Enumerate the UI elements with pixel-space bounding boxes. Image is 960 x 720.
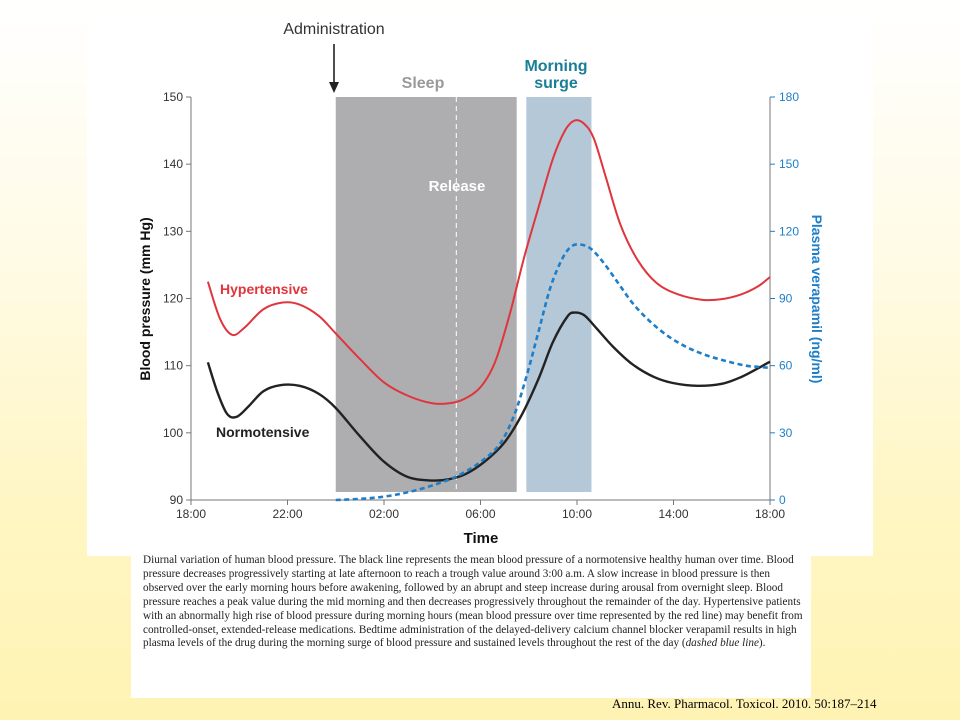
- citation: Annu. Rev. Pharmacol. Toxicol. 2010. 50:…: [612, 696, 877, 711]
- y-tick-label: 110: [164, 359, 183, 373]
- sleep-label: Sleep: [402, 75, 445, 92]
- x-tick-label: 14:00: [658, 507, 688, 521]
- x-tick-label: 10:00: [562, 507, 592, 521]
- normotensive-line: [206, 311, 771, 482]
- ticks-layer: 90 100 110 120 130 140 150 0 30 60 90 120 150 180 18:0…: [163, 90, 799, 521]
- y2-tick-label: 120: [779, 224, 799, 238]
- morning-surge-label-line1: Morning: [524, 58, 587, 75]
- y-tick-label: 140: [163, 157, 183, 171]
- administration-label: Administration: [283, 21, 384, 38]
- morning-surge-label-line2: surge: [534, 75, 578, 92]
- y-tick-label: 130: [163, 224, 183, 238]
- administration-arrowhead: [329, 82, 339, 93]
- y-tick-label: 120: [163, 292, 183, 306]
- figure-panel: 90 100 110 120 130 140 150 0 30 60 90 120 150 180 18:0…: [87, 10, 873, 556]
- y-tick-label: 90: [170, 493, 184, 507]
- x-tick-label: 18:00: [755, 507, 785, 521]
- y2-tick-label: 150: [779, 157, 799, 171]
- x-tick-label: 22:00: [272, 507, 302, 521]
- y2-tick-label: 0: [779, 493, 786, 507]
- hypertensive-series-label: Hypertensive: [220, 281, 308, 297]
- y2-tick-label: 90: [779, 292, 793, 306]
- figure-caption: Diurnal variation of human blood pressur…: [131, 554, 811, 698]
- series-layer: [206, 119, 771, 502]
- y-axis-title: Blood pressure (mm Hg): [137, 217, 153, 380]
- y2-axis-title: Plasma verapamil (ng/ml): [809, 215, 825, 384]
- caption-emphasis: dashed blue line: [685, 637, 759, 650]
- y2-tick-label: 60: [779, 359, 793, 373]
- caption-text: Diurnal variation of human blood pressur…: [143, 554, 803, 650]
- chart: 90 100 110 120 130 140 150 0 30 60 90 120 150 180 18:0…: [137, 21, 825, 547]
- x-tick-label: 06:00: [465, 507, 495, 521]
- morning-surge-band: [526, 97, 592, 492]
- y-tick-label: 100: [163, 426, 183, 440]
- normotensive-series-label: Normotensive: [216, 424, 310, 440]
- y2-tick-label: 30: [779, 426, 793, 440]
- y2-tick-label: 180: [779, 90, 799, 104]
- x-tick-label: 18:00: [176, 507, 206, 521]
- sleep-band: [335, 97, 517, 492]
- x-tick-label: 02:00: [369, 507, 399, 521]
- verapamil-line: [335, 242, 771, 502]
- release-label: Release: [429, 178, 486, 195]
- hypertensive-line: [206, 119, 771, 405]
- x-axis-title: Time: [464, 530, 499, 547]
- y-tick-label: 150: [163, 90, 183, 104]
- caption-tail: ).: [758, 637, 766, 650]
